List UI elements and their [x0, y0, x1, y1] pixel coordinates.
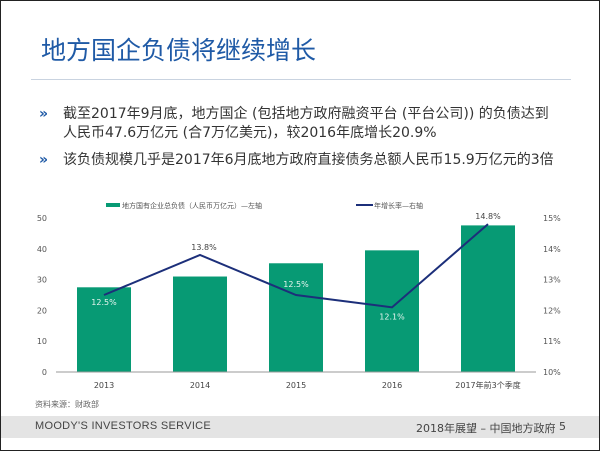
- left-axis-tick: 50: [37, 214, 47, 223]
- x-axis-tick: 2014: [190, 381, 210, 390]
- bar: [461, 225, 515, 372]
- bullet-marker: »: [39, 152, 49, 168]
- bar: [77, 287, 131, 372]
- bullet-marker: »: [39, 106, 49, 122]
- left-axis-tick: 30: [37, 276, 47, 285]
- right-axis-tick: 15%: [543, 214, 561, 223]
- left-axis-tick: 0: [42, 368, 47, 377]
- bullet-text: 该负债规模几乎是2017年6月底地方政府直接债务总额人民币15.9万亿元的3倍: [63, 152, 554, 168]
- bar: [173, 276, 227, 372]
- slide-title: 地方国企负债将继续增长: [41, 36, 317, 65]
- data-label: 12.5%: [91, 298, 117, 307]
- right-axis-tick: 14%: [543, 245, 561, 254]
- data-label: 13.8%: [191, 243, 217, 252]
- footer: MOODY'S INVESTORS SERVICE 2018年展望 – 中国地方…: [1, 416, 599, 438]
- left-axis-tick: 20: [37, 306, 47, 315]
- growth-line: [103, 223, 489, 309]
- bullet-2: » 该负债规模几乎是2017年6月底地方政府直接债务总额人民币15.9万亿元的3…: [39, 151, 559, 170]
- legend-bar-label: 地方国有企业总负债（人民币万亿元）—左轴: [122, 201, 262, 210]
- combo-chart: 地方国有企业总负债（人民币万亿元）—左轴 年增长率—右轴 0 10 20 30 40 50 10…: [37, 201, 561, 390]
- footer-brand: MOODY'S INVESTORS SERVICE: [35, 420, 212, 432]
- legend-line-label: 年增长率—右轴: [374, 201, 423, 210]
- right-axis-tick: 10%: [543, 368, 561, 377]
- data-label: 12.5%: [283, 280, 309, 289]
- source-note: 资料来源：财政部: [35, 400, 99, 409]
- right-axis-tick: 13%: [543, 276, 561, 285]
- page-number: 5: [559, 420, 566, 433]
- bullet-text: 截至2017年9月底，地方国企 (包括地方政府融资平台 (平台公司)) 的负债达…: [63, 106, 549, 141]
- bar: [269, 263, 323, 372]
- footer-title: 2018年展望 – 中国地方政府: [416, 422, 556, 435]
- data-label: 12.1%: [379, 312, 405, 321]
- x-axis-tick: 2013: [94, 381, 114, 390]
- right-axis-tick: 11%: [543, 337, 561, 346]
- bullet-1: » 截至2017年9月底，地方国企 (包括地方政府融资平台 (平台公司)) 的负…: [39, 105, 559, 143]
- right-axis-tick: 12%: [543, 306, 561, 315]
- x-axis-tick: 2016: [382, 381, 402, 390]
- x-axis-tick: 2015: [286, 381, 306, 390]
- left-axis-tick: 40: [37, 245, 47, 254]
- left-axis-tick: 10: [37, 337, 47, 346]
- title-divider: [31, 79, 571, 80]
- legend-bar-swatch: [106, 203, 120, 207]
- x-axis-tick: 2017年前3个季度: [455, 380, 520, 390]
- data-label: 14.8%: [475, 212, 501, 221]
- bar: [365, 250, 419, 372]
